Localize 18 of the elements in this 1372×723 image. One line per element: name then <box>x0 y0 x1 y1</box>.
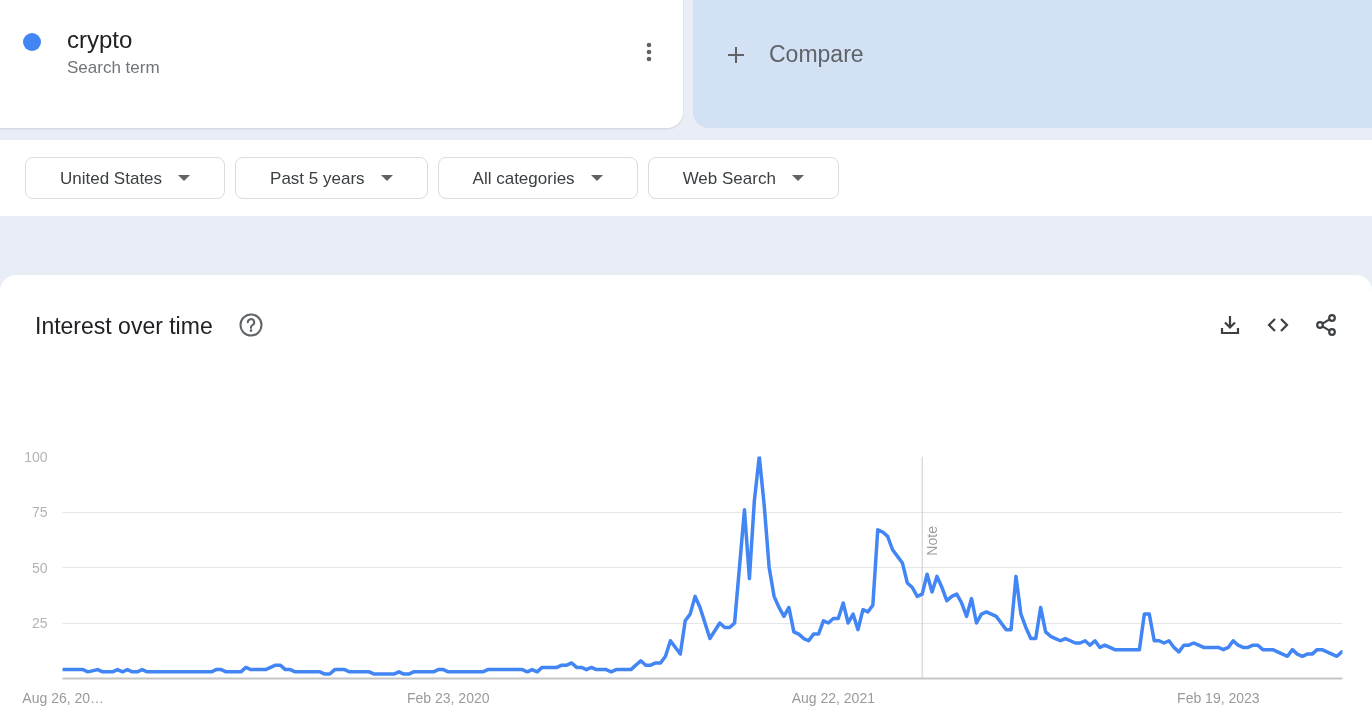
x-tick-label: Feb 23, 2020 <box>407 689 490 706</box>
text: All categories <box>472 168 575 188</box>
legend-label: crypto <box>67 26 133 53</box>
text: Web Search <box>682 168 776 188</box>
y-tick-label: 75 <box>31 504 48 520</box>
text: United States <box>60 168 163 188</box>
line-series <box>62 456 1343 676</box>
x-tick-label: Feb 19, 2023 <box>1177 689 1260 706</box>
x-tick-label: Aug 26, 20… <box>22 689 105 706</box>
x-tick-label: Aug 22, 2021 <box>791 689 876 706</box>
text: Past 5 years <box>270 168 365 188</box>
y-tick-label: 50 <box>31 559 48 576</box>
y-tick-label: 100 <box>24 448 48 465</box>
chart-title: Interest over time <box>35 313 213 339</box>
y-tick-label: 25 <box>31 615 48 631</box>
text: Compare <box>769 41 864 67</box>
text: Search term <box>67 58 160 77</box>
ref-line-label: Note <box>924 525 941 556</box>
